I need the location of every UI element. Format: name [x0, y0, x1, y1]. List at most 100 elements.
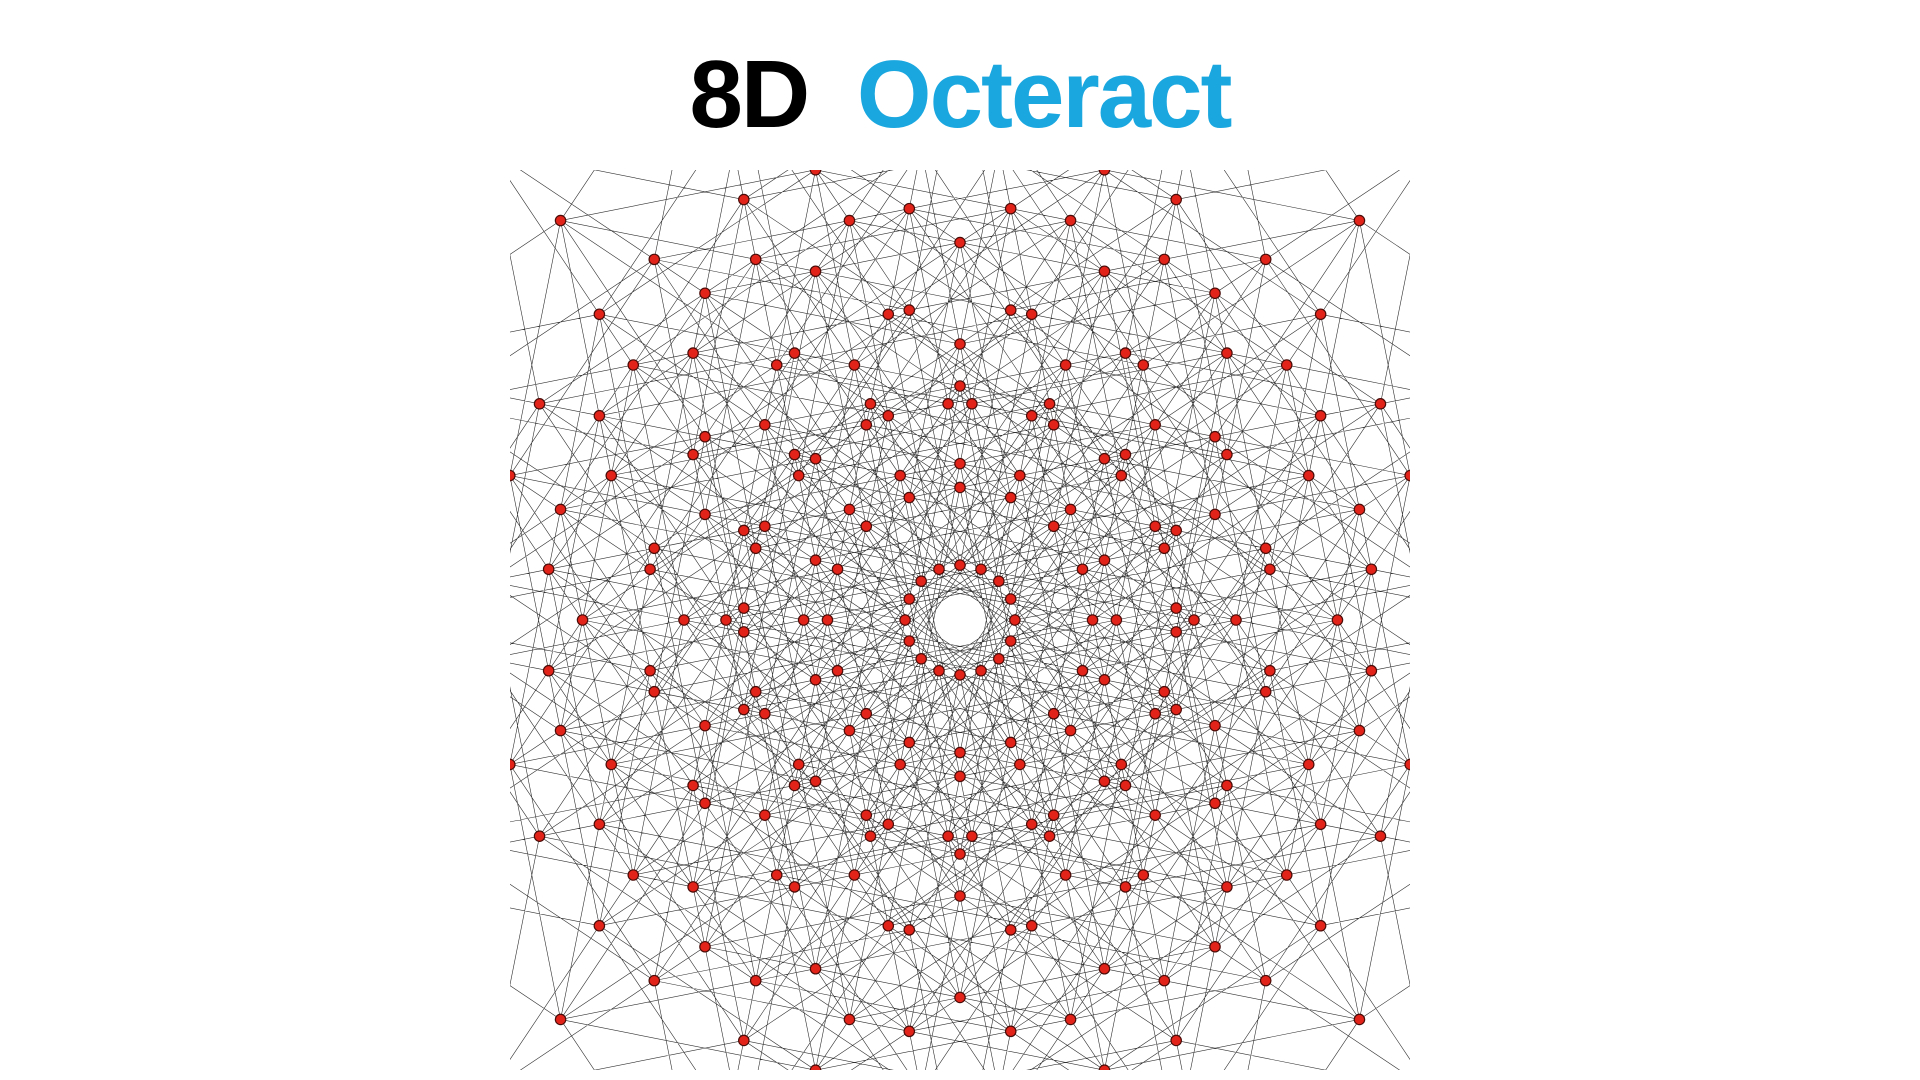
vertex	[943, 831, 953, 841]
vertex	[861, 420, 871, 430]
vertex	[688, 348, 698, 358]
vertex	[1159, 687, 1169, 697]
vertex	[1222, 882, 1232, 892]
vertex	[916, 576, 926, 586]
vertex	[822, 615, 832, 625]
vertex	[976, 666, 986, 676]
vertex	[1210, 432, 1220, 442]
vertex	[1120, 780, 1130, 790]
vertex	[1171, 194, 1181, 204]
vertex	[700, 288, 710, 298]
edge-path	[510, 170, 1410, 1070]
vertex	[832, 666, 842, 676]
vertex	[649, 543, 659, 553]
vertex	[1006, 925, 1016, 935]
vertex	[1189, 615, 1199, 625]
vertex	[510, 470, 515, 480]
vertex	[810, 555, 820, 565]
vertex	[645, 666, 655, 676]
vertex	[934, 564, 944, 574]
vertex	[861, 709, 871, 719]
vertex	[1222, 780, 1232, 790]
vertex	[967, 399, 977, 409]
vertex	[810, 266, 820, 276]
vertex	[1065, 1014, 1075, 1024]
vertex	[883, 309, 893, 319]
vertex	[594, 921, 604, 931]
vertex	[844, 504, 854, 514]
vertex	[1027, 411, 1037, 421]
vertex	[1087, 615, 1097, 625]
vertex	[789, 780, 799, 790]
vertex	[1060, 360, 1070, 370]
vertex	[688, 882, 698, 892]
vertex	[900, 615, 910, 625]
vertex	[955, 771, 965, 781]
vertex	[739, 704, 749, 714]
vertex	[1261, 975, 1271, 985]
vertex	[628, 870, 638, 880]
vertex	[904, 925, 914, 935]
vertex	[606, 470, 616, 480]
vertex	[700, 942, 710, 952]
vertex	[1049, 709, 1059, 719]
vertex	[1138, 870, 1148, 880]
vertex	[1405, 470, 1410, 480]
vertex	[594, 309, 604, 319]
vertex	[1099, 555, 1109, 565]
vertex	[1171, 704, 1181, 714]
vertex	[628, 360, 638, 370]
vertex	[1315, 411, 1325, 421]
vertex	[739, 627, 749, 637]
vertex	[844, 1014, 854, 1024]
vertex	[1231, 615, 1241, 625]
vertex	[1138, 360, 1148, 370]
vertices-layer	[510, 170, 1410, 1070]
vertex	[1354, 504, 1364, 514]
vertex	[649, 975, 659, 985]
vertex	[789, 449, 799, 459]
vertex	[1099, 170, 1109, 175]
vertex	[1150, 521, 1160, 531]
vertex	[794, 470, 804, 480]
vertex	[1159, 975, 1169, 985]
vertex	[1265, 666, 1275, 676]
vertex	[1265, 564, 1275, 574]
vertex	[772, 870, 782, 880]
vertex	[1049, 810, 1059, 820]
vertex	[1304, 470, 1314, 480]
vertex	[1150, 420, 1160, 430]
vertex	[534, 831, 544, 841]
vertex	[861, 810, 871, 820]
vertex	[1222, 449, 1232, 459]
vertex	[751, 687, 761, 697]
vertex	[739, 1035, 749, 1045]
vertex	[1006, 737, 1016, 747]
vertex	[1150, 810, 1160, 820]
vertex	[1405, 759, 1410, 769]
vertex	[955, 992, 965, 1002]
vertex	[1354, 1014, 1364, 1024]
vertex	[1065, 725, 1075, 735]
vertex	[895, 759, 905, 769]
vertex	[1315, 921, 1325, 931]
vertex	[1261, 254, 1271, 264]
vertex	[1049, 420, 1059, 430]
vertex	[751, 543, 761, 553]
vertex	[1354, 725, 1364, 735]
vertex	[810, 776, 820, 786]
vertex	[1354, 215, 1364, 225]
vertex	[1171, 627, 1181, 637]
vertex	[1077, 666, 1087, 676]
vertex	[1099, 1065, 1109, 1070]
vertex	[1065, 215, 1075, 225]
vertex	[849, 870, 859, 880]
vertex	[844, 215, 854, 225]
vertex	[883, 921, 893, 931]
vertex	[955, 339, 965, 349]
vertex	[904, 492, 914, 502]
vertex	[832, 564, 842, 574]
vertex	[1006, 1026, 1016, 1036]
vertex	[700, 432, 710, 442]
vertex	[955, 747, 965, 757]
